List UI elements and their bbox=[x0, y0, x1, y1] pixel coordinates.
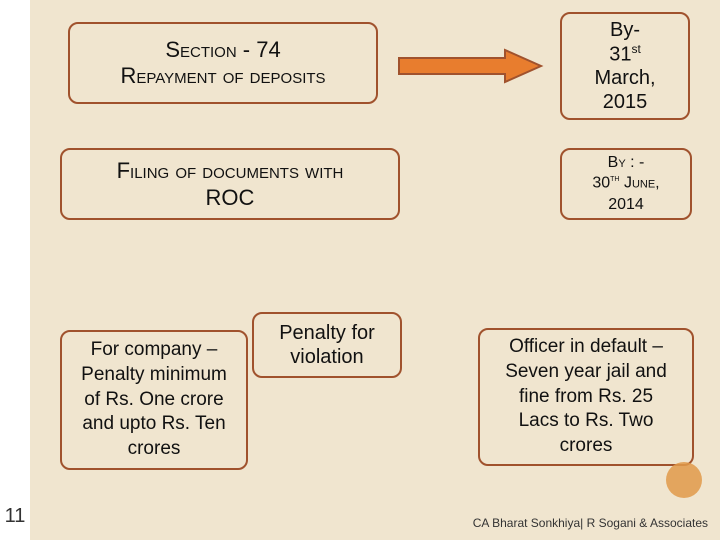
penalty-title-text: Penalty for violation bbox=[279, 321, 375, 369]
date2-box: By : - 30th June, 2014 bbox=[560, 148, 692, 220]
accent-circle bbox=[666, 462, 702, 498]
left-sidebar bbox=[0, 0, 30, 540]
page-number: 11 bbox=[0, 505, 30, 528]
company-penalty-text: For company – Penalty minimum of Rs. One… bbox=[81, 338, 227, 461]
date2-text: By : - 30th June, 2014 bbox=[592, 153, 659, 216]
date1-box: By- 31st March, 2015 bbox=[560, 12, 690, 120]
arrow-to-date1 bbox=[395, 48, 545, 84]
date1-text: By- 31st March, 2015 bbox=[594, 18, 655, 115]
company-penalty-box: For company – Penalty minimum of Rs. One… bbox=[60, 330, 248, 470]
officer-penalty-text: Officer in default – Seven year jail and… bbox=[505, 335, 667, 458]
section-title-box: Section - 74 Repayment of deposits bbox=[68, 22, 378, 104]
filing-box: Filing of documents with ROC bbox=[60, 148, 400, 220]
footer-text: CA Bharat Sonkhiya| R Sogani & Associate… bbox=[473, 516, 708, 530]
officer-penalty-box: Officer in default – Seven year jail and… bbox=[478, 328, 694, 466]
section-title-text: Section - 74 Repayment of deposits bbox=[120, 37, 325, 89]
filing-text: Filing of documents with ROC bbox=[117, 157, 344, 212]
penalty-title-box: Penalty for violation bbox=[252, 312, 402, 378]
